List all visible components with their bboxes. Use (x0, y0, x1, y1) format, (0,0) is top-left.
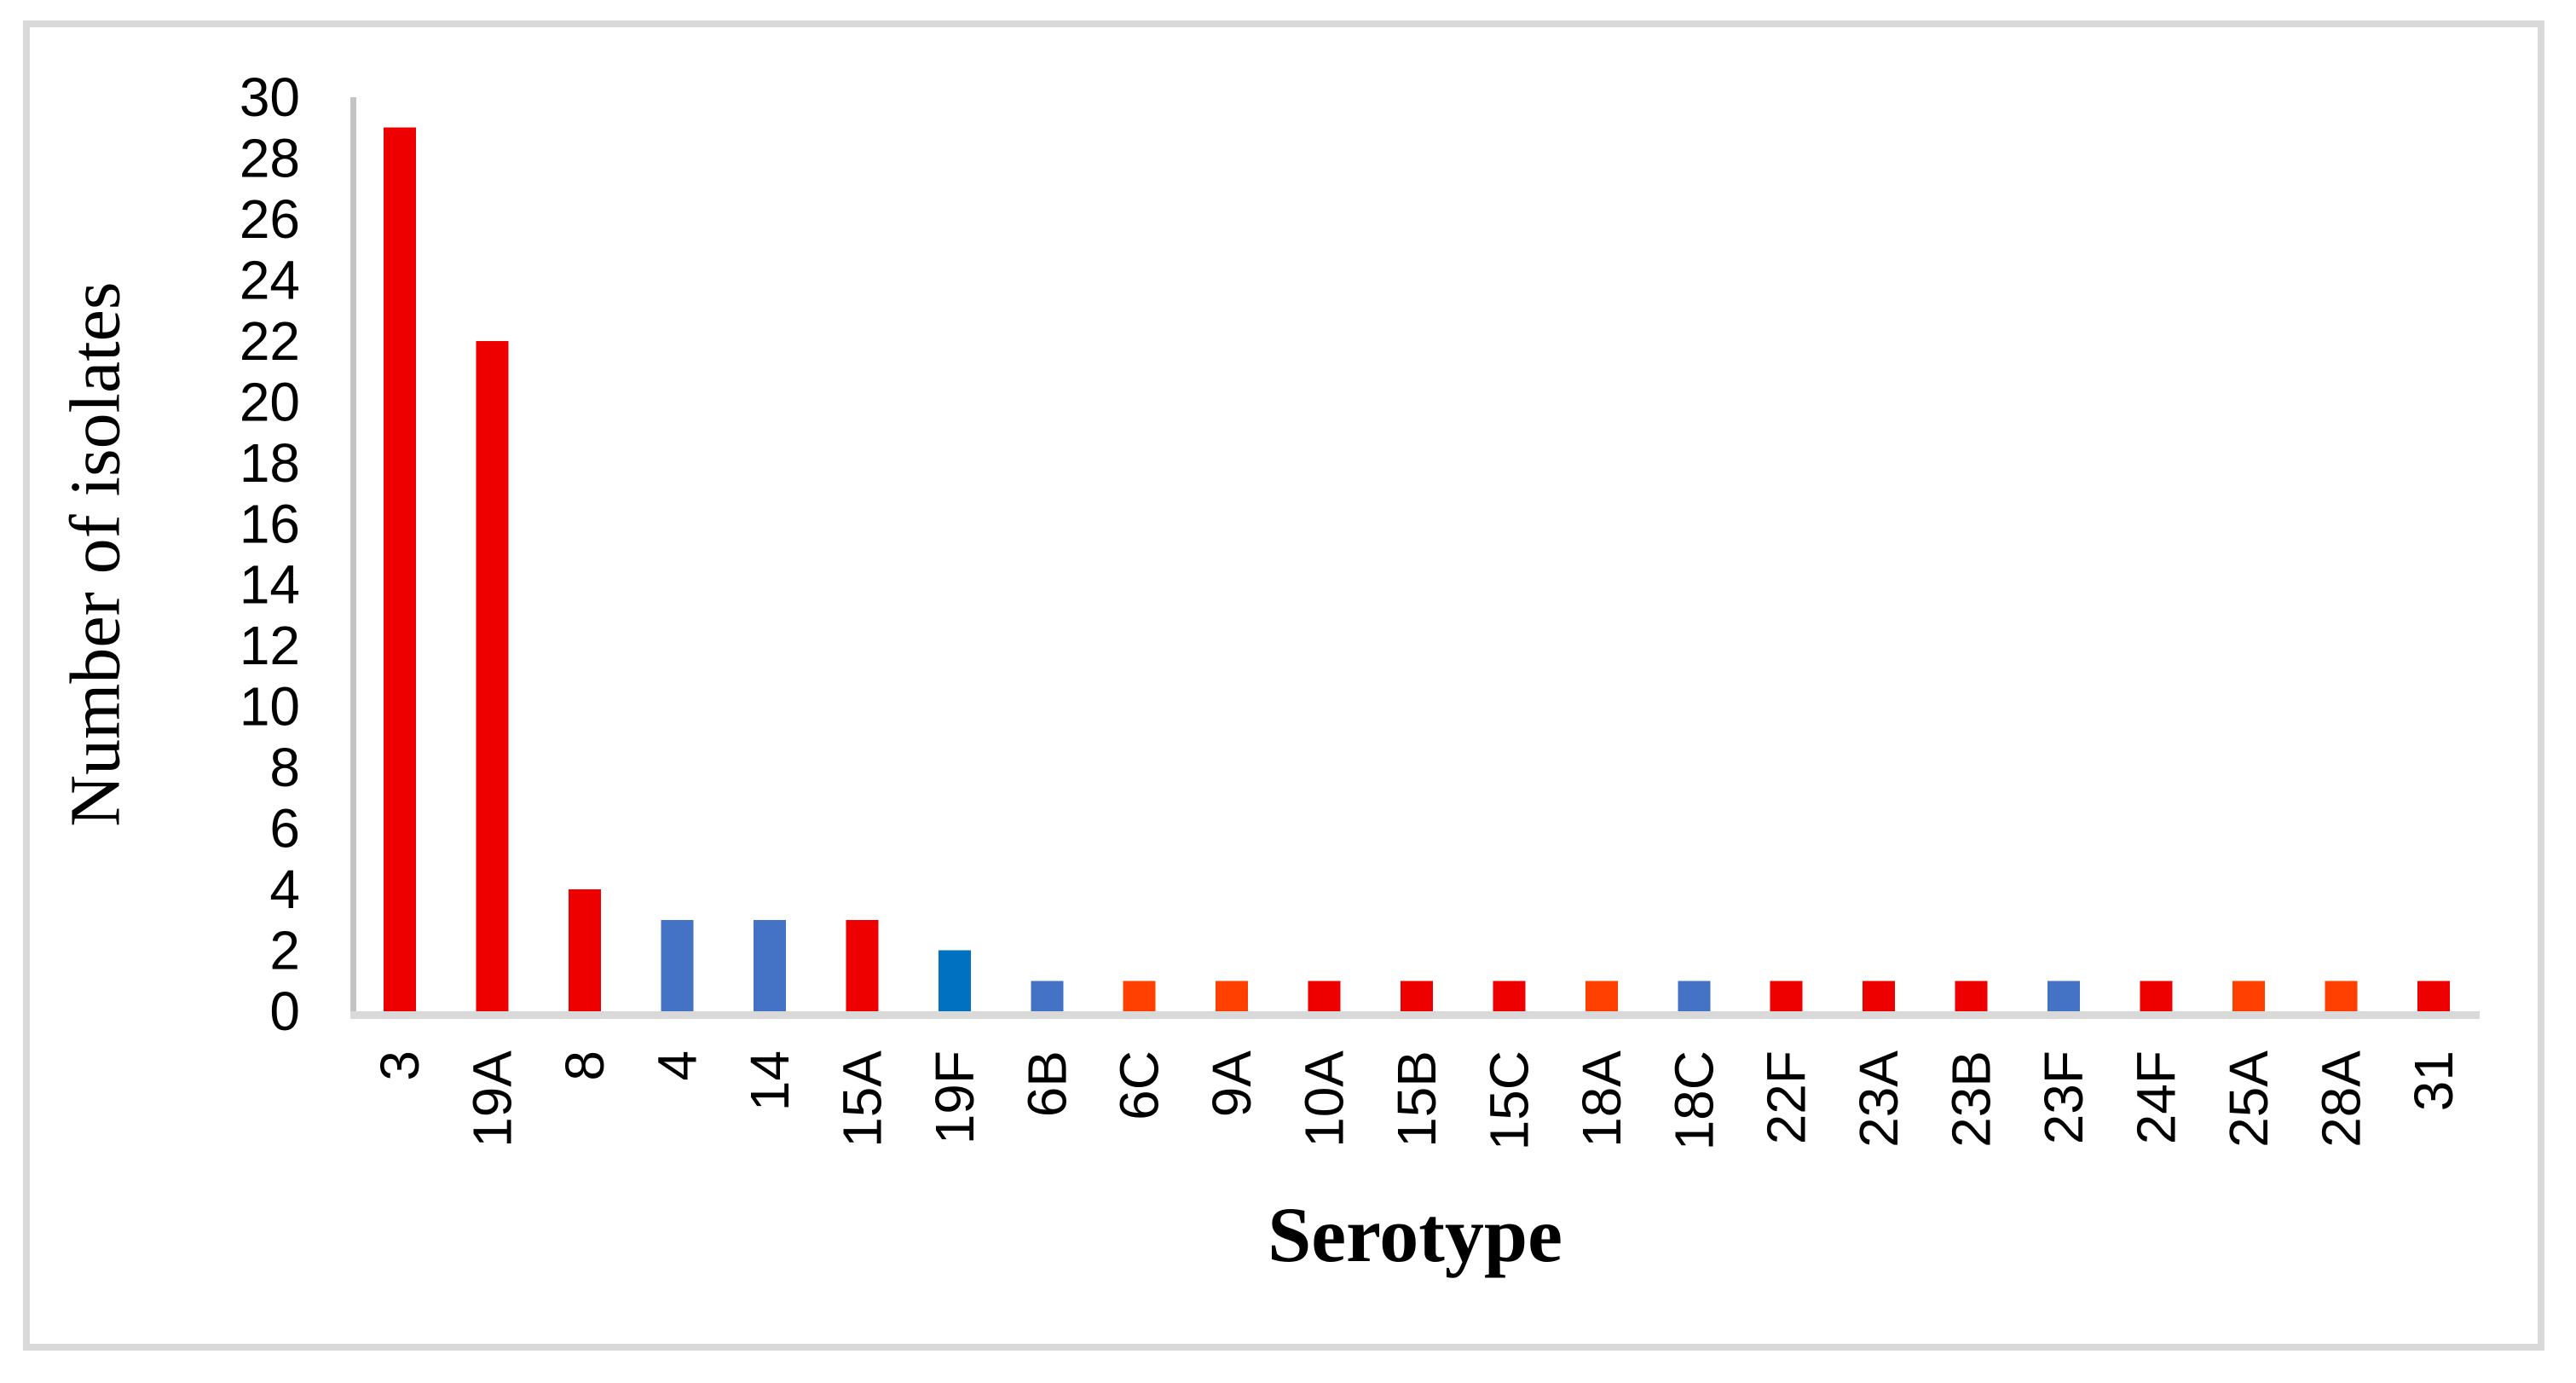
bar-22F (1770, 981, 1803, 1011)
x-tick-label-18A: 18A (1571, 1050, 1632, 1148)
y-tick-label-22: 22 (240, 310, 300, 372)
y-tick-label-14: 14 (240, 554, 300, 616)
x-tick-label-19F: 19F (924, 1050, 985, 1144)
x-tick-label-9A: 9A (1201, 1050, 1262, 1118)
y-tick-label-12: 12 (240, 615, 300, 676)
bar-19A (476, 340, 509, 1011)
bar-23B (1955, 981, 1988, 1011)
x-tick-label-24F: 24F (2125, 1050, 2186, 1144)
y-tick-label-2: 2 (269, 920, 300, 981)
x-tick-label-31: 31 (2403, 1050, 2464, 1111)
bar-31 (2417, 981, 2450, 1011)
x-tick-label-25A: 25A (2218, 1050, 2279, 1148)
x-tick-label-3: 3 (369, 1050, 430, 1081)
bar-15A (846, 919, 879, 1011)
bar-28A (2325, 981, 2358, 1011)
y-tick-label-30: 30 (240, 67, 300, 128)
bar-8 (569, 889, 602, 1011)
x-tick-label-23B: 23B (1941, 1050, 2002, 1148)
y-tick-label-0: 0 (269, 981, 300, 1042)
bar-25A (2232, 981, 2265, 1011)
bar-18A (1585, 981, 1618, 1011)
bar-3 (384, 127, 417, 1011)
figure-border (23, 20, 2544, 1351)
bar-19F (938, 950, 971, 1011)
x-tick-label-14: 14 (739, 1050, 800, 1111)
y-tick-label-6: 6 (269, 798, 300, 859)
bar-15B (1401, 981, 1433, 1011)
y-tick-label-20: 20 (240, 371, 300, 432)
x-tick-label-6B: 6B (1016, 1050, 1077, 1117)
x-tick-label-15C: 15C (1478, 1050, 1539, 1150)
bar-6B (1031, 981, 1064, 1011)
bar-4 (661, 919, 694, 1011)
x-tick-label-10A: 10A (1294, 1050, 1355, 1148)
bar-18C (1678, 981, 1711, 1011)
y-axis-title: Number of isolates (55, 281, 136, 827)
x-tick-label-19A: 19A (462, 1050, 523, 1148)
y-tick-label-4: 4 (269, 859, 300, 920)
y-axis-line (350, 97, 356, 1011)
x-tick-label-6C: 6C (1109, 1050, 1170, 1120)
bar-10A (1308, 981, 1341, 1011)
x-tick-label-23A: 23A (1848, 1050, 1909, 1148)
x-tick-label-18C: 18C (1663, 1050, 1724, 1150)
bar-6C (1123, 981, 1156, 1011)
x-tick-label-8: 8 (554, 1050, 615, 1081)
x-axis-line (350, 1011, 2480, 1019)
x-tick-label-22F: 22F (1756, 1050, 1817, 1144)
y-tick-label-28: 28 (240, 127, 300, 188)
y-tick-label-8: 8 (269, 737, 300, 798)
x-tick-label-15B: 15B (1386, 1050, 1447, 1148)
bar-24F (2140, 981, 2173, 1011)
x-tick-label-15A: 15A (831, 1050, 892, 1148)
y-tick-label-18: 18 (240, 432, 300, 494)
x-tick-label-4: 4 (647, 1050, 708, 1081)
x-tick-label-23F: 23F (2033, 1050, 2094, 1144)
y-tick-label-24: 24 (240, 249, 300, 310)
y-tick-label-16: 16 (240, 493, 300, 554)
x-axis-title: Serotype (1268, 1191, 1562, 1278)
bar-9A (1216, 981, 1249, 1011)
bar-15C (1493, 981, 1526, 1011)
bar-14 (753, 919, 786, 1011)
bar-23A (1863, 981, 1896, 1011)
y-tick-label-26: 26 (240, 188, 300, 250)
bar-23F (2048, 981, 2081, 1011)
y-tick-label-10: 10 (240, 676, 300, 738)
x-tick-label-28A: 28A (2310, 1050, 2371, 1148)
